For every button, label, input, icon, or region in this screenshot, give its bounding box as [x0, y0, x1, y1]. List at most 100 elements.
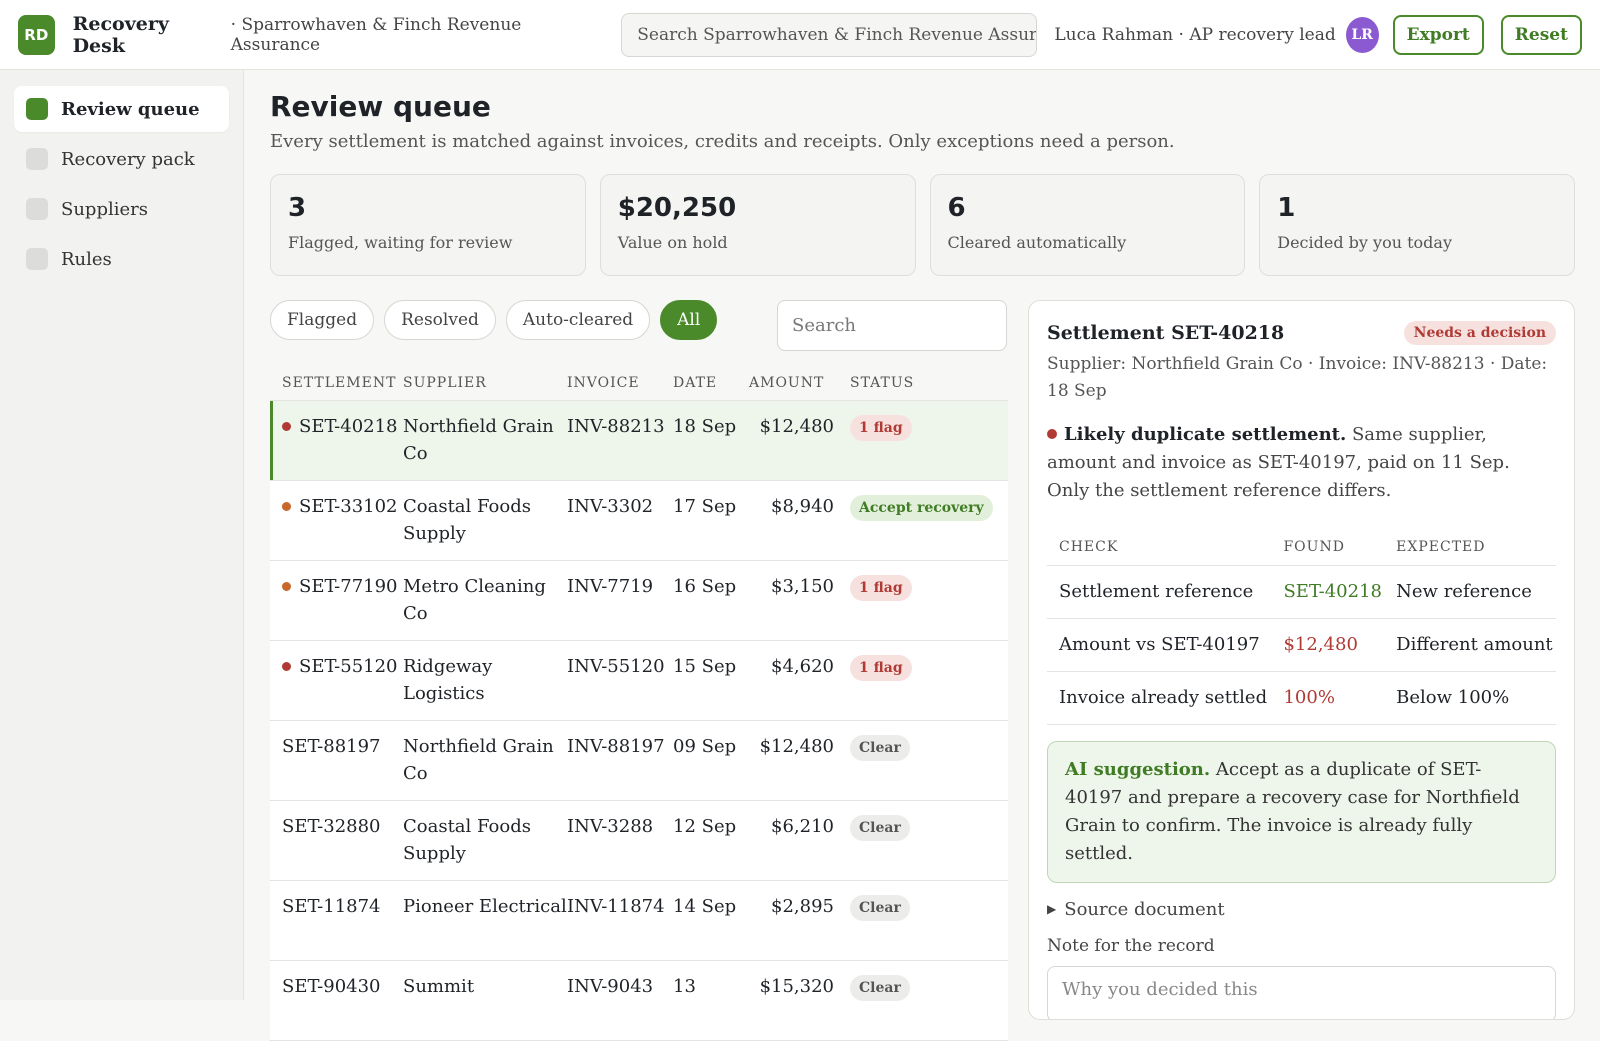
cell-supplier: Metro Cleaning Co	[403, 576, 546, 624]
table-row[interactable]: SET-90430 Summit INV-9043 13 $15,320 Clear	[270, 961, 1008, 1041]
stat-value: 6	[947, 193, 966, 223]
settlement-id: SET-11874	[282, 896, 381, 917]
cell-amount: $8,940	[771, 496, 834, 517]
column-header: FOUND	[1271, 529, 1385, 566]
filter-chips: Flagged Resolved Auto-cleared All	[270, 300, 718, 340]
cell-amount: $15,320	[759, 976, 834, 997]
cell-date: 09 Sep	[673, 736, 737, 757]
sidebar-item-rules[interactable]: Rules	[14, 236, 229, 282]
cell-amount: $2,895	[771, 896, 834, 917]
cell-settlement: SET-33102	[270, 493, 403, 560]
cell-settlement: SET-77190	[270, 573, 403, 640]
check-name: Invoice already settled	[1047, 671, 1272, 725]
filter-chip-flagged[interactable]: Flagged	[270, 300, 375, 340]
global-search-input[interactable]: Search Sparrowhaven & Finch Revenue Assu…	[621, 12, 1038, 57]
cell-invoice: INV-7719	[567, 576, 654, 597]
status-badge: Needs a decision	[1403, 321, 1556, 345]
sidebar: Review queue Recovery pack Suppliers Rul…	[0, 70, 244, 1000]
table-row[interactable]: SET-11874 Pioneer Electrical INV-11874 14 S…	[270, 881, 1008, 961]
cell-supplier: Summit	[403, 976, 475, 997]
source-document-label: Source document	[1064, 898, 1225, 920]
column-header: DATE	[673, 374, 718, 391]
sidebar-item-recovery-pack[interactable]: Recovery pack	[14, 136, 229, 182]
filter-chip-resolved[interactable]: Resolved	[384, 300, 496, 340]
cell-date: 14 Sep	[673, 896, 737, 917]
stat-label: Cleared automatically	[947, 233, 1127, 252]
sidebar-item-suppliers[interactable]: Suppliers	[14, 186, 229, 232]
table-row[interactable]: SET-77190 Metro Cleaning Co INV-7719 16 Sep…	[270, 561, 1008, 641]
table-row[interactable]: SET-32880 Coastal Foods Supply INV-3288 12 …	[270, 801, 1008, 881]
user-name: Luca Rahman · AP recovery lead	[1054, 24, 1336, 45]
nav-square-icon	[26, 148, 48, 170]
detail-panel: Settlement SET-40218 Needs a decision Su…	[1028, 300, 1575, 1020]
detail-meta: Supplier: Northfield Grain Co · Invoice:…	[1047, 354, 1548, 401]
check-name: Settlement reference	[1047, 565, 1272, 619]
settlement-id: SET-32880	[282, 816, 381, 837]
column-header: EXPECTED	[1384, 529, 1556, 566]
cell-amount: $12,480	[759, 416, 834, 437]
source-document-toggle[interactable]: ▶ Source document	[1047, 899, 1556, 920]
filter-chip-auto-cleared[interactable]: Auto-cleared	[505, 300, 651, 340]
avatar[interactable]: LR	[1345, 16, 1379, 53]
queue-search-input[interactable]: Search	[777, 300, 1007, 351]
cell-supplier: Coastal Foods Supply	[403, 816, 531, 864]
note-textarea[interactable]: Why you decided this	[1047, 965, 1556, 1019]
sidebar-item-review-queue[interactable]: Review queue	[14, 86, 229, 132]
cell-invoice: INV-88197	[567, 736, 665, 757]
column-header: INVOICE	[567, 374, 640, 391]
checks-table: CHECK FOUND EXPECTED Settlement referenc…	[1047, 529, 1556, 725]
app-logo: RD	[18, 14, 55, 55]
export-button[interactable]: Export	[1392, 14, 1484, 55]
cell-status: Clear	[850, 893, 1008, 960]
stat-value: 3	[288, 193, 307, 223]
status-badge: 1 flag	[850, 415, 912, 441]
table-row[interactable]: SET-55120 Ridgeway Logistics INV-55120 15 S…	[270, 641, 1008, 721]
status-dot-icon	[282, 422, 291, 431]
cell-settlement: SET-32880	[270, 813, 403, 880]
check-found: $12,480	[1271, 618, 1385, 672]
org-name: · Sparrowhaven & Finch Revenue Assurance	[230, 14, 522, 55]
top-bar: RD Recovery Desk · Sparrowhaven & Finch …	[0, 0, 1600, 70]
cell-supplier: Northfield Grain Co	[403, 736, 554, 784]
cell-settlement: SET-11874	[270, 893, 403, 960]
check-row: Invoice already settled 100% Below 100%	[1047, 671, 1556, 725]
cell-date: 16 Sep	[673, 576, 737, 597]
table-body: SET-40218 Northfield Grain Co INV-88213 18 …	[270, 401, 1008, 1041]
status-badge: 1 flag	[850, 655, 912, 681]
check-row: Amount vs SET-40197 $12,480 Different am…	[1047, 618, 1556, 672]
check-name: Amount vs SET-40197	[1047, 618, 1272, 672]
cell-status: 1 flag	[850, 573, 1008, 640]
status-dot-icon	[282, 662, 291, 671]
table-header: SETTLEMENT SUPPLIER INVOICE DATE AMOUNT …	[270, 365, 1008, 401]
cell-settlement: SET-55120	[270, 653, 403, 720]
settlement-id: SET-55120	[299, 656, 398, 677]
app-title: Recovery Desk	[72, 12, 169, 57]
finding-title: Likely duplicate settlement.	[1064, 424, 1347, 445]
note-label: Note for the record	[1047, 935, 1215, 956]
reset-button[interactable]: Reset	[1500, 14, 1582, 55]
page-subtitle: Every settlement is matched against invo…	[270, 131, 1175, 152]
check-found: SET-40218	[1271, 565, 1385, 619]
check-expected: Below 100%	[1384, 671, 1556, 725]
settlements-table: SETTLEMENT SUPPLIER INVOICE DATE AMOUNT …	[270, 365, 1008, 1041]
cell-supplier: Coastal Foods Supply	[403, 496, 531, 544]
cell-amount: $12,480	[759, 736, 834, 757]
cell-amount: $3,150	[771, 576, 834, 597]
status-badge: Clear	[850, 815, 910, 841]
flag-dot-icon	[1047, 429, 1057, 439]
table-row[interactable]: SET-40218 Northfield Grain Co INV-88213 18 …	[270, 401, 1008, 481]
stat-card-value-on-hold: $20,250 Value on hold	[599, 174, 916, 276]
settlement-id: SET-88197	[282, 736, 381, 757]
cell-date: 17 Sep	[673, 496, 737, 517]
main-content: Review queue Every settlement is matched…	[270, 70, 1575, 1041]
stat-value: $20,250	[617, 193, 737, 223]
cell-date: 18 Sep	[673, 416, 737, 437]
column-header: CHECK	[1047, 529, 1272, 566]
stats-row: 3 Flagged, waiting for review $20,250 Va…	[270, 174, 1575, 276]
stat-card-flagged: 3 Flagged, waiting for review	[270, 174, 586, 276]
stat-label: Flagged, waiting for review	[288, 233, 513, 252]
filter-chip-all[interactable]: All	[660, 300, 718, 340]
settlement-id: SET-40218	[299, 416, 398, 437]
table-row[interactable]: SET-88197 Northfield Grain Co INV-88197 09 …	[270, 721, 1008, 801]
table-row[interactable]: SET-33102 Coastal Foods Supply INV-3302 17 …	[270, 481, 1008, 561]
